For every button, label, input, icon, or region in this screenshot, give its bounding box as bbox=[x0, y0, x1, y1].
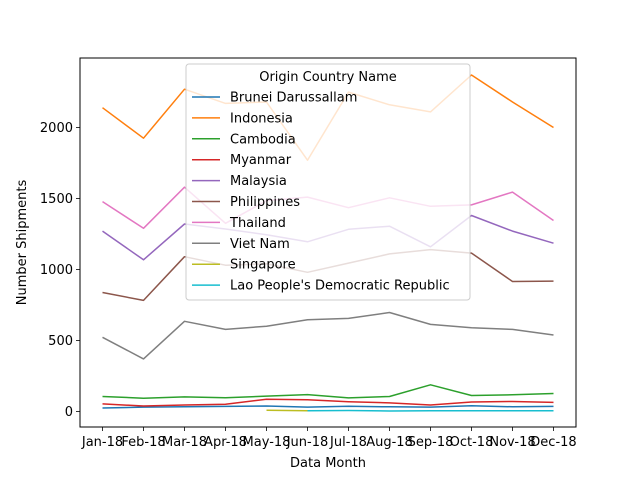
x-tick-label: Dec-18 bbox=[530, 435, 576, 450]
legend-label: Myanmar bbox=[230, 153, 292, 168]
y-axis-label: Number Shipments bbox=[15, 180, 30, 306]
x-tick-label: Oct-18 bbox=[450, 435, 494, 450]
legend-title: Origin Country Name bbox=[259, 70, 397, 85]
legend-label: Lao People's Democratic Republic bbox=[230, 279, 450, 294]
legend-label: Cambodia bbox=[230, 132, 296, 147]
y-tick-label: 2000 bbox=[40, 121, 73, 136]
x-tick-label: Apr-18 bbox=[204, 435, 247, 450]
series-line-2 bbox=[103, 385, 554, 398]
legend: Origin Country Name Brunei Darussallam In… bbox=[186, 64, 470, 300]
series-line-3 bbox=[103, 399, 554, 406]
x-tick-label: Feb-18 bbox=[121, 435, 165, 450]
legend-label: Philippines bbox=[230, 195, 300, 210]
x-tick-label: Jul-18 bbox=[329, 435, 367, 450]
x-tick-label: Jun-18 bbox=[286, 435, 329, 450]
x-tick-label: Sep-18 bbox=[408, 435, 454, 450]
x-tick-label: Nov-18 bbox=[489, 435, 535, 450]
series-line-7 bbox=[103, 313, 554, 359]
x-tick-label: Aug-18 bbox=[366, 435, 413, 450]
x-axis-label: Data Month bbox=[290, 456, 366, 471]
x-tick-label: Mar-18 bbox=[162, 435, 207, 450]
legend-label: Brunei Darussallam bbox=[230, 91, 357, 106]
y-tick-label: 1000 bbox=[40, 263, 73, 278]
legend-label: Indonesia bbox=[230, 111, 293, 126]
legend-label: Malaysia bbox=[230, 174, 287, 189]
y-tick-label: 500 bbox=[48, 334, 73, 349]
y-tick-label: 1500 bbox=[40, 192, 73, 207]
legend-label: Thailand bbox=[229, 216, 286, 231]
legend-label: Viet Nam bbox=[230, 237, 290, 252]
legend-label: Singapore bbox=[230, 258, 296, 273]
x-tick-label: Jan-18 bbox=[81, 435, 123, 450]
series-line-9 bbox=[308, 411, 554, 412]
x-tick-label: May-18 bbox=[243, 435, 291, 450]
y-tick-label: 0 bbox=[65, 405, 73, 420]
y-tick-layer: 0 500 1000 1500 2000 bbox=[40, 121, 80, 420]
